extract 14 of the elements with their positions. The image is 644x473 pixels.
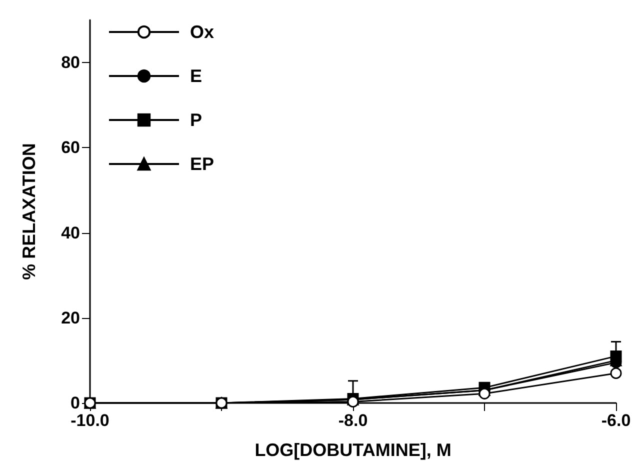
y-tick-label: 80 (61, 53, 80, 72)
x-tick-label: -10.0 (70, 411, 110, 430)
legend-label: EP (190, 154, 214, 174)
legend-label: E (190, 66, 202, 86)
y-tick-label: 20 (61, 308, 80, 328)
legend-label: P (190, 110, 202, 130)
y-tick-label: 0 (70, 394, 80, 412)
x-axis-title: LOG[DOBUTAMINE], M (254, 440, 452, 460)
y-tick-label: 40 (61, 223, 80, 242)
x-tick-label: -6.0 (601, 411, 631, 430)
y-axis-title: % RELAXATION (19, 143, 39, 280)
y-tick-label: 60 (61, 138, 80, 158)
legend-label: Ox (190, 22, 214, 42)
x-tick-label: -8.0 (338, 411, 368, 430)
